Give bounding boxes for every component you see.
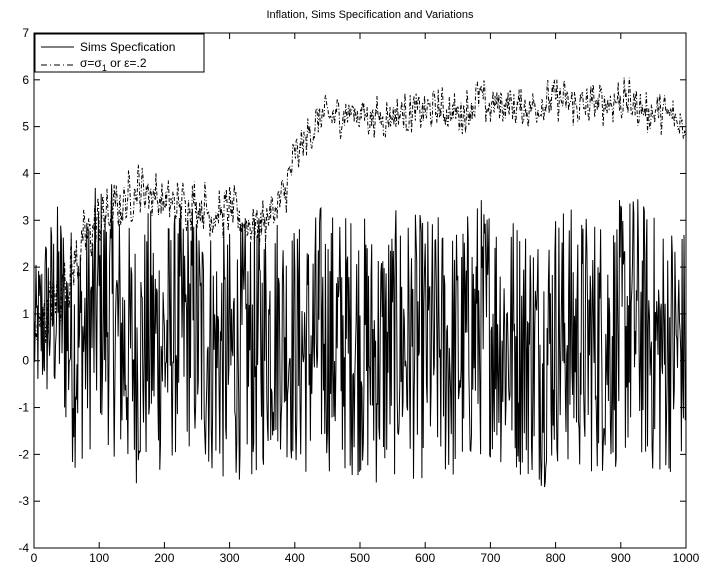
y-axis-ticks: -4 -3 -2 -1 0 1 2 3 4 5 6 7 [18,26,686,555]
x-axis-ticks: 0 100 200 300 400 500 600 700 800 900 1000 [31,33,700,565]
x-tick-label: 600 [415,551,435,565]
x-tick-label: 500 [350,551,370,565]
y-tick-label: 4 [22,166,29,180]
y-tick-label: 5 [22,120,29,134]
y-tick-label: 7 [22,26,29,40]
legend-label-variation-part1: σ=σ [80,56,102,70]
y-tick-label: 3 [22,213,29,227]
y-tick-label: -2 [18,447,29,461]
y-tick-label: -3 [18,494,29,508]
x-tick-label: 700 [480,551,500,565]
x-tick-label: 0 [31,551,38,565]
x-tick-label: 400 [285,551,305,565]
y-tick-label: 0 [22,354,29,368]
x-tick-label: 300 [220,551,240,565]
x-tick-label: 900 [611,551,631,565]
x-tick-label: 800 [546,551,566,565]
legend-label-variation-subscript: 1 [102,63,107,73]
legend-label-variation: σ=σ1 or ε=.2 [80,56,147,73]
legend: Sims Specfication σ=σ1 or ε=.2 [34,33,205,73]
x-tick-label: 200 [154,551,174,565]
series-line-variation [33,77,687,345]
series-line-sims [33,184,687,488]
y-tick-label: 6 [22,73,29,87]
x-tick-label: 100 [89,551,109,565]
legend-label-variation-part2: or ε=.2 [107,56,147,70]
y-tick-label: 1 [22,307,29,321]
y-tick-label: 2 [22,260,29,274]
x-tick-label: 1000 [673,551,700,565]
chart-title: Inflation, Sims Specification and Variat… [266,9,474,21]
series-layer [33,77,687,488]
legend-box [34,33,205,73]
y-tick-label: -1 [18,401,29,415]
y-tick-label: -4 [18,541,29,555]
legend-label-sims: Sims Specfication [80,40,175,54]
